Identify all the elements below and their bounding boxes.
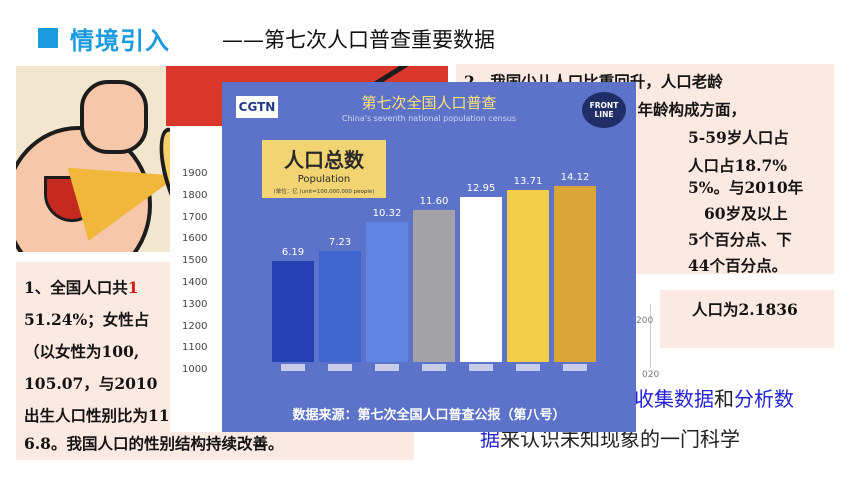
y-axis-tick-label: 1000 [182,364,208,376]
age-line-4: 人口占18.7% [688,156,787,175]
cartoon-mouth [44,176,100,222]
age-line-9: 人口为2.1836 [692,300,798,319]
cartoon-thumbs-up-hand [80,80,148,154]
header-subtitle: ——第七次人口普查重要数据 [222,28,495,52]
bar-year-label [328,364,352,371]
bar-year-label [469,364,493,371]
y-axis-tick-label: 1500 [182,255,208,267]
y-axis-tick-label: 1100 [182,342,208,354]
age-line-6: 60岁及以上 [704,204,788,223]
age-line-8: 44个百分点。 [688,256,788,275]
bar-year-label [516,364,540,371]
population-bar [554,186,596,362]
y-axis-tick-label: 1400 [182,277,208,288]
age-line-5: 5%。与2010年 [688,178,804,197]
population-bar [272,261,314,362]
bar-value-label: 12.95 [466,183,496,195]
y-axis-tick-label: 1300 [182,298,208,310]
age-line-3: 5-59岁人口占 [688,128,789,147]
data-source: 数据来源：第七次全国人口普查公报（第八号） [292,408,566,423]
sex-ratio-line-4: 105.07，与2010 [24,374,158,393]
faint-axis-tick: 020 [642,370,660,380]
y-axis-tick-label: 1200 [182,320,208,332]
population-bar [413,209,455,362]
bar-value-label: 10.32 [372,208,402,220]
sex-ratio-line-1: 1、全国人口共1 [24,278,139,297]
population-bar [507,189,549,362]
header-title: 情境引入 [70,27,170,55]
sex-ratio-line-2: 51.24%；女性占 [24,310,150,329]
frontline-logo: FRONT LINE [582,92,626,128]
age-structure-text-box-2: 人口为2.1836 [660,290,834,348]
bar-value-label: 7.23 [328,237,352,249]
population-bar [366,222,408,362]
bar-year-label [563,364,587,371]
y-axis-tick-label: 1700 [182,211,208,223]
panel-title: 第七次全国人口普查 [361,94,497,112]
bar-value-label: 14.12 [560,172,590,183]
bar-year-label [375,364,399,371]
sex-ratio-line-5: 出生人口性别比为111 [24,406,181,425]
sex-ratio-line-3: （以女性为100, [24,342,140,361]
header-square-icon [38,28,58,48]
population-bar [319,251,361,362]
y-axis-tick-label: 1600 [182,233,208,245]
faint-axis-tick: 200 [636,316,654,326]
bar-value-label: 6.19 [281,247,305,259]
panel-subtitle: China's seventh national population cens… [341,114,517,123]
chart-label-title: 人口总数 [284,148,364,172]
bar-value-label: 11.60 [419,195,449,207]
chart-label-box: 人口总数 Population (单位：亿 (unit=100,000,000 … [262,140,386,198]
bar-year-label [422,364,446,371]
statistics-definition-line-1: 收集数据和分析数 [634,387,794,411]
bar-year-label [281,364,305,371]
sex-ratio-line-6: 6.8。我国人口的性别结构持续改善。 [24,434,284,453]
chart-label-english: Population [297,174,351,185]
population-chart-panel: CGTN 第七次全国人口普查 China's seventh national … [222,82,636,432]
age-line-2: 。年龄构成方面， [622,100,747,119]
y-axis-tick-label: 1900 [182,168,208,179]
faint-axis-line [650,304,651,368]
bar-value-label: 13.71 [513,175,543,187]
population-bar [460,197,502,362]
chart-label-unit: (单位：亿 (unit=100,000,000 people) [273,189,375,195]
cgtn-logo: CGTN [236,96,278,118]
y-axis-tick-label: 1800 [182,189,208,201]
age-line-7: 5个百分点、下 [688,230,792,249]
